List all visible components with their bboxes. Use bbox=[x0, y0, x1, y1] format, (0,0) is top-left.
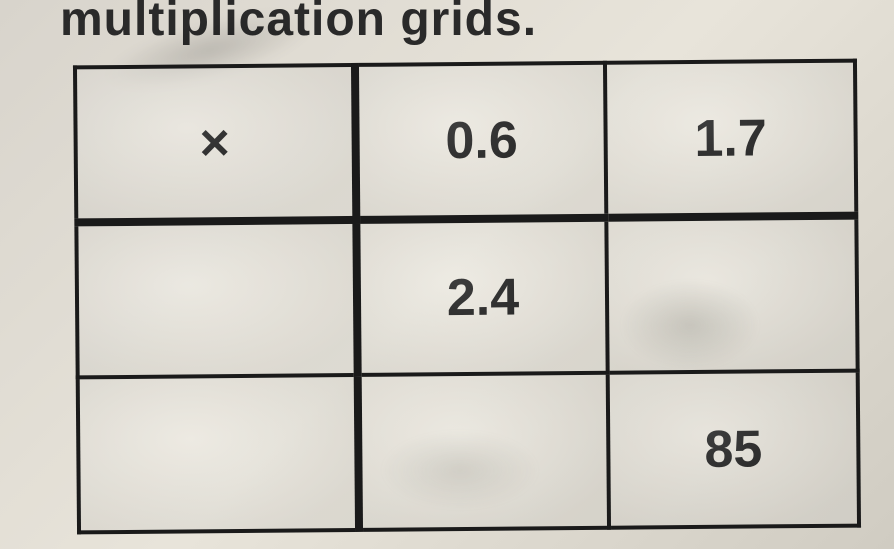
multiplication-grid: × 0.6 1.7 2.4 bbox=[73, 59, 861, 535]
cell-value: 85 bbox=[704, 420, 762, 479]
heading-fragment: multiplication grids. bbox=[0, 0, 894, 47]
row2-header-cell bbox=[78, 375, 359, 532]
header-cell-col1: 0.6 bbox=[355, 63, 606, 220]
table-row: 85 bbox=[78, 371, 859, 533]
cell-value: × bbox=[199, 114, 230, 172]
row2-col2-cell: 85 bbox=[608, 371, 859, 528]
row1-col1-cell: 2.4 bbox=[356, 218, 607, 375]
row1-header-cell bbox=[76, 220, 357, 377]
table-row: × 0.6 1.7 bbox=[75, 61, 856, 223]
cell-value: 0.6 bbox=[445, 111, 518, 170]
header-cell-col2: 1.7 bbox=[605, 61, 856, 218]
table-row: 2.4 bbox=[76, 216, 857, 378]
header-cell-operator: × bbox=[75, 65, 356, 222]
cell-value: 1.7 bbox=[694, 109, 767, 168]
row2-col1-cell bbox=[358, 373, 609, 530]
cell-value: 2.4 bbox=[447, 268, 520, 327]
multiplication-grid-container: × 0.6 1.7 2.4 bbox=[75, 62, 859, 531]
row1-col2-cell bbox=[606, 216, 857, 373]
